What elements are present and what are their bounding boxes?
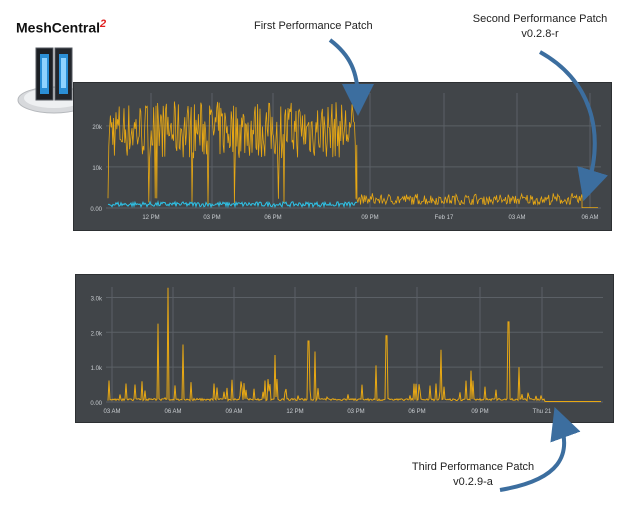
annotation-third-line2: v0.2.9-a [453, 476, 493, 488]
brand-superscript: 2 [100, 18, 107, 30]
y-tick-label: 1.0k [91, 366, 103, 372]
x-tick-label: 12 PM [142, 215, 159, 221]
y-tick-label: 2.0k [91, 331, 103, 337]
meshcentral-logo [17, 47, 91, 114]
y-tick-label: 0.00 [90, 207, 102, 213]
x-tick-label: 12 PM [286, 409, 303, 415]
x-tick-label: 03 AM [103, 409, 120, 415]
x-tick-label: 09 PM [471, 409, 488, 415]
y-tick-label: 20k [92, 125, 103, 131]
annotation-third-patch: Third Performance Patch v0.2.9-a [398, 460, 548, 490]
series-line-orange [107, 287, 601, 403]
x-tick-label: 06 PM [408, 409, 425, 415]
annotation-second-patch: Second Performance Patch v0.2.8-r [455, 12, 625, 42]
brand-name: MeshCentral [16, 19, 101, 36]
y-tick-label: 10k [92, 166, 103, 172]
arrow-third-patch [499, 406, 581, 492]
annotation-second-line1: Second Performance Patch [472, 13, 608, 25]
y-tick-label: 3.0k [91, 296, 103, 302]
arrow-second-patch [539, 50, 608, 202]
x-tick-label: Feb 17 [435, 215, 454, 221]
annotation-third-line1: Third Performance Patch [411, 461, 535, 473]
annotation-second-line2: v0.2.8-r [521, 28, 559, 40]
annotation-first-patch: First Performance Patch [254, 20, 373, 32]
chart-bottom: 0.00 1.0k 2.0k 3.0k 03 AM 06 AM 09 AM 12 PM 03 P… [90, 287, 603, 415]
x-tick-label: 09 PM [361, 215, 378, 221]
x-tick-label: 06 AM [164, 409, 181, 415]
series-line-blue [107, 200, 358, 209]
y-tick-label: 0.00 [90, 401, 102, 407]
x-tick-label: 06 AM [581, 215, 598, 221]
x-tick-label: 09 AM [225, 409, 242, 415]
arrow-first-patch [328, 38, 374, 116]
x-tick-label: 03 AM [508, 215, 525, 221]
brand-title: MeshCentral2 [16, 18, 106, 36]
series-line-orange [107, 101, 598, 208]
x-tick-label: Thu 21 [533, 409, 552, 415]
x-tick-label: 06 PM [264, 215, 281, 221]
x-tick-label: 03 PM [203, 215, 220, 221]
chart-panel-bottom: 0.00 1.0k 2.0k 3.0k 03 AM 06 AM 09 AM 12 PM 03 P… [75, 274, 614, 423]
x-tick-label: 03 PM [347, 409, 364, 415]
